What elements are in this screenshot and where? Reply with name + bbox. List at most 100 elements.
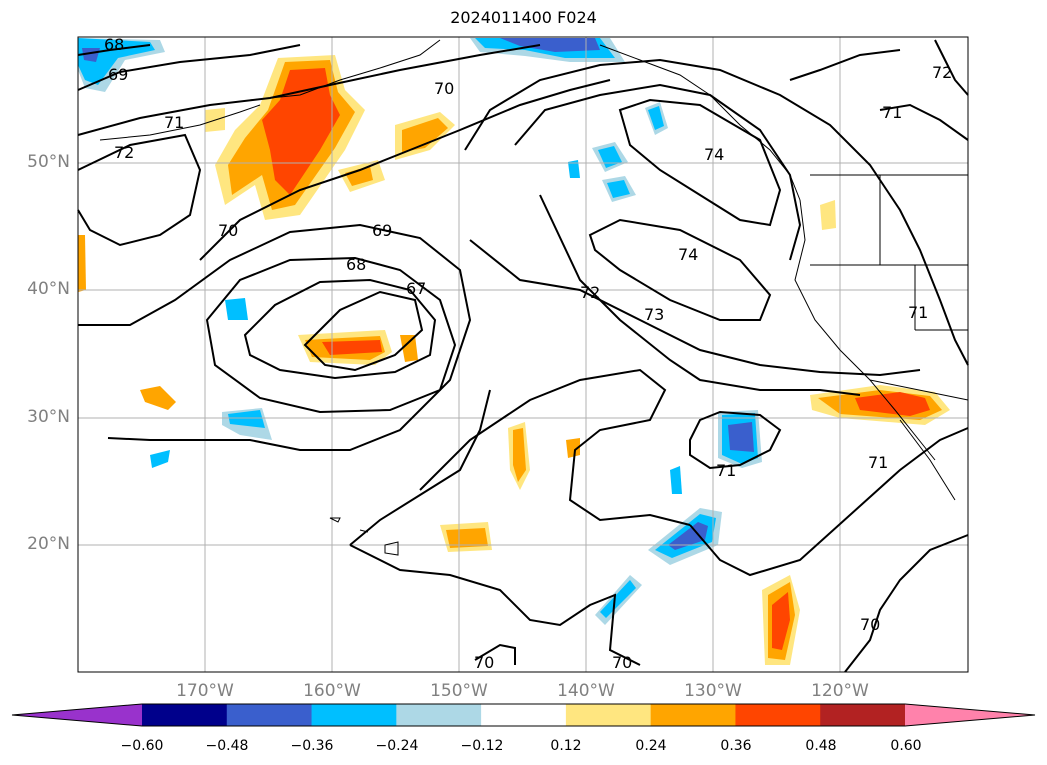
contour-label: 70 bbox=[218, 221, 238, 240]
pos-blob-14 bbox=[820, 200, 836, 230]
lon-label: 140°W bbox=[557, 681, 615, 701]
map-frame bbox=[77, 36, 969, 673]
baja bbox=[899, 419, 956, 501]
colorbar-outline bbox=[11, 703, 1036, 727]
colorbar-extend-high bbox=[905, 704, 1035, 726]
colorbar-segment bbox=[396, 704, 482, 726]
colorbar-segment bbox=[565, 704, 652, 726]
colorbar-tick: −0.12 bbox=[460, 738, 504, 754]
pos-blob-2-mid bbox=[402, 118, 448, 152]
lat-label: 30°N bbox=[27, 407, 70, 427]
contour-nw-68 bbox=[77, 44, 151, 56]
contour-label: 70 bbox=[612, 653, 632, 672]
contour-label: 74 bbox=[704, 145, 724, 164]
contour-label: 68 bbox=[104, 35, 124, 54]
contour-label: 74 bbox=[678, 245, 698, 264]
contour-label: 69 bbox=[372, 221, 392, 240]
pos-blob-7 bbox=[566, 438, 580, 458]
contour-label: 70 bbox=[474, 653, 494, 672]
colorbar-segments bbox=[12, 704, 1035, 726]
colorbar-segment bbox=[481, 704, 567, 726]
contour-label: 72 bbox=[114, 143, 134, 162]
neg-blob-c-mid bbox=[607, 180, 630, 198]
colorbar-segment bbox=[650, 704, 736, 726]
lat-label: 20°N bbox=[27, 534, 70, 554]
contour-71-south bbox=[419, 368, 691, 526]
contour-69-low bbox=[78, 223, 472, 451]
neg-blob-a-mid bbox=[648, 106, 664, 130]
contour-72-mid bbox=[539, 194, 861, 396]
graticule bbox=[78, 37, 968, 672]
contour-67-low bbox=[243, 278, 437, 380]
lon-label: 170°W bbox=[176, 681, 234, 701]
contour-label: 71 bbox=[716, 461, 736, 480]
contour-70-ne bbox=[789, 49, 901, 81]
contour-label: 72 bbox=[932, 63, 952, 82]
contour-68-low bbox=[205, 256, 457, 414]
colorbar-segment bbox=[142, 704, 228, 726]
contour-74-north bbox=[618, 98, 782, 227]
contour-67-inner bbox=[303, 290, 424, 372]
contour-71-sw bbox=[349, 389, 491, 546]
height-contours bbox=[77, 39, 969, 673]
contour-72-ridge bbox=[514, 83, 802, 261]
neg-blob-f-mid bbox=[228, 410, 265, 428]
colorbar-segment bbox=[820, 704, 906, 726]
contour-70-north bbox=[77, 44, 541, 136]
contour-nw-69 bbox=[77, 44, 301, 91]
lon-label: 130°W bbox=[684, 681, 742, 701]
contour-label: 71 bbox=[882, 103, 902, 122]
colorbar-extend-low bbox=[12, 704, 142, 726]
contour-73-ridge bbox=[469, 239, 921, 377]
map-title: 2024011400 F024 bbox=[450, 8, 597, 27]
contour-72-nw bbox=[77, 133, 202, 247]
contour-70-east bbox=[844, 534, 969, 673]
neg-blob-k bbox=[150, 450, 170, 468]
contour-label-group: 68 69 70 71 72 70 69 68 67 72 73 74 74 7… bbox=[104, 35, 952, 672]
contour-label: 70 bbox=[860, 615, 880, 634]
hawaii-1 bbox=[329, 517, 341, 523]
mexico-border bbox=[869, 379, 969, 401]
lat-label: 40°N bbox=[27, 279, 70, 299]
contour-label: 71 bbox=[908, 303, 928, 322]
neg-blob-top-core bbox=[500, 38, 600, 52]
pos-blob-8-mid bbox=[446, 528, 488, 548]
aleutians bbox=[99, 104, 261, 141]
contour-74-ridge bbox=[588, 218, 772, 321]
colorbar-tick: 0.60 bbox=[890, 738, 922, 754]
colorbar-tick: −0.24 bbox=[375, 738, 419, 754]
state-lines bbox=[810, 175, 968, 331]
contour-label: 73 bbox=[644, 305, 664, 324]
contour-71-se bbox=[689, 410, 782, 470]
pos-blob-3-mid bbox=[345, 166, 373, 186]
neg-blob-d bbox=[568, 160, 580, 178]
colorbar-tick: −0.48 bbox=[205, 738, 249, 754]
colorbar-segment bbox=[226, 704, 313, 726]
lon-label: 160°W bbox=[303, 681, 361, 701]
contour-71-ne bbox=[879, 103, 969, 141]
alaska-coast bbox=[249, 39, 441, 101]
colorbar-tick: −0.36 bbox=[290, 738, 334, 754]
us-west-coast bbox=[794, 199, 936, 461]
contour-label: 71 bbox=[164, 113, 184, 132]
contour-label: 72 bbox=[580, 283, 600, 302]
contour-70-mid bbox=[199, 79, 611, 261]
colorbar-tick: 0.36 bbox=[720, 738, 752, 754]
colorbar-segment bbox=[735, 704, 821, 726]
coastlines bbox=[99, 39, 969, 556]
contour-label: 71 bbox=[868, 453, 888, 472]
pos-blob-11 bbox=[140, 386, 176, 410]
neg-blob-h-core bbox=[668, 522, 708, 550]
neg-blob-j bbox=[670, 466, 682, 494]
hawaii-3 bbox=[384, 541, 399, 556]
contour-label: 70 bbox=[434, 79, 454, 98]
lat-label: 50°N bbox=[27, 152, 70, 172]
pos-blob-9-core bbox=[855, 392, 930, 416]
contour-71-east bbox=[689, 427, 969, 577]
contour-label: 69 bbox=[108, 65, 128, 84]
lon-label: 120°W bbox=[811, 681, 869, 701]
contour-label: 67 bbox=[406, 279, 426, 298]
colorbar-tick: 0.24 bbox=[635, 738, 667, 754]
contour-72-ne bbox=[934, 39, 969, 96]
